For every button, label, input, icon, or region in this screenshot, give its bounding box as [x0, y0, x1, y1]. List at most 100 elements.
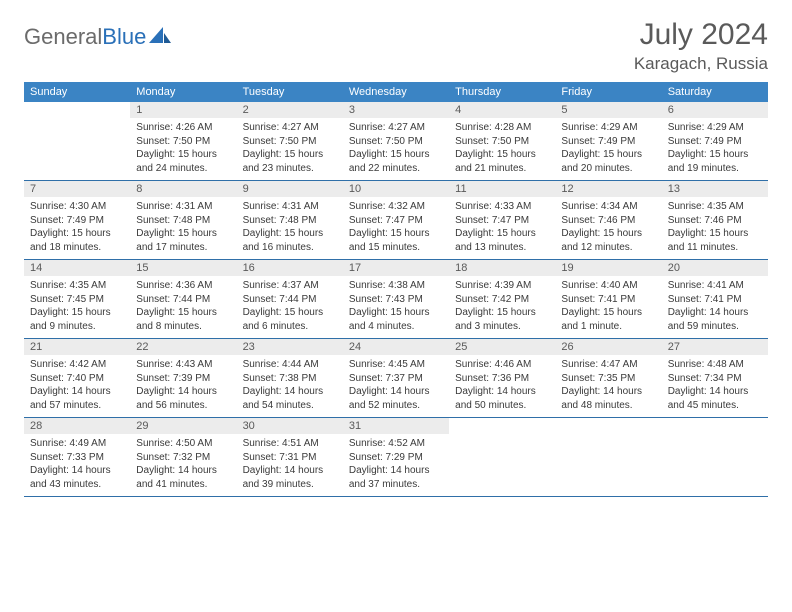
sunrise-line: Sunrise: 4:43 AM: [136, 358, 230, 372]
dow-thursday: Thursday: [449, 82, 555, 102]
day-cell: 15Sunrise: 4:36 AMSunset: 7:44 PMDayligh…: [130, 260, 236, 338]
weeks-container: 1Sunrise: 4:26 AMSunset: 7:50 PMDaylight…: [24, 102, 768, 497]
daylight-line-1: Daylight: 15 hours: [561, 227, 655, 241]
daylight-line-2: and 21 minutes.: [455, 162, 549, 176]
day-cell: [449, 418, 555, 496]
day-body: Sunrise: 4:44 AMSunset: 7:38 PMDaylight:…: [237, 355, 343, 417]
brand-sail-icon: [149, 25, 171, 50]
sunset-line: Sunset: 7:31 PM: [243, 451, 337, 465]
day-body: Sunrise: 4:26 AMSunset: 7:50 PMDaylight:…: [130, 118, 236, 180]
sunset-line: Sunset: 7:45 PM: [30, 293, 124, 307]
day-body: Sunrise: 4:28 AMSunset: 7:50 PMDaylight:…: [449, 118, 555, 180]
daylight-line-1: Daylight: 14 hours: [561, 385, 655, 399]
day-cell: 4Sunrise: 4:28 AMSunset: 7:50 PMDaylight…: [449, 102, 555, 180]
daylight-line-2: and 11 minutes.: [668, 241, 762, 255]
brand-part2: Blue: [102, 24, 146, 49]
header: GeneralBlue July 2024 Karagach, Russia: [24, 18, 768, 74]
sunset-line: Sunset: 7:38 PM: [243, 372, 337, 386]
sunset-line: Sunset: 7:37 PM: [349, 372, 443, 386]
week-row: 21Sunrise: 4:42 AMSunset: 7:40 PMDayligh…: [24, 339, 768, 418]
day-number: 17: [343, 260, 449, 276]
dow-monday: Monday: [130, 82, 236, 102]
daylight-line-2: and 41 minutes.: [136, 478, 230, 492]
daylight-line-1: Daylight: 15 hours: [136, 148, 230, 162]
sunrise-line: Sunrise: 4:34 AM: [561, 200, 655, 214]
dow-saturday: Saturday: [662, 82, 768, 102]
day-cell: 1Sunrise: 4:26 AMSunset: 7:50 PMDaylight…: [130, 102, 236, 180]
day-cell: 10Sunrise: 4:32 AMSunset: 7:47 PMDayligh…: [343, 181, 449, 259]
week-row: 1Sunrise: 4:26 AMSunset: 7:50 PMDaylight…: [24, 102, 768, 181]
dow-sunday: Sunday: [24, 82, 130, 102]
day-cell: [662, 418, 768, 496]
sunrise-line: Sunrise: 4:36 AM: [136, 279, 230, 293]
day-cell: 16Sunrise: 4:37 AMSunset: 7:44 PMDayligh…: [237, 260, 343, 338]
daylight-line-2: and 59 minutes.: [668, 320, 762, 334]
dow-wednesday: Wednesday: [343, 82, 449, 102]
week-row: 28Sunrise: 4:49 AMSunset: 7:33 PMDayligh…: [24, 418, 768, 497]
sunrise-line: Sunrise: 4:32 AM: [349, 200, 443, 214]
daylight-line-2: and 16 minutes.: [243, 241, 337, 255]
day-number: 5: [555, 102, 661, 118]
sunset-line: Sunset: 7:49 PM: [561, 135, 655, 149]
daylight-line-2: and 20 minutes.: [561, 162, 655, 176]
day-cell: 30Sunrise: 4:51 AMSunset: 7:31 PMDayligh…: [237, 418, 343, 496]
daylight-line-2: and 52 minutes.: [349, 399, 443, 413]
daylight-line-2: and 22 minutes.: [349, 162, 443, 176]
daylight-line-1: Daylight: 15 hours: [30, 227, 124, 241]
day-cell: 13Sunrise: 4:35 AMSunset: 7:46 PMDayligh…: [662, 181, 768, 259]
daylight-line-2: and 17 minutes.: [136, 241, 230, 255]
day-cell: 12Sunrise: 4:34 AMSunset: 7:46 PMDayligh…: [555, 181, 661, 259]
daylight-line-1: Daylight: 14 hours: [243, 385, 337, 399]
daylight-line-2: and 56 minutes.: [136, 399, 230, 413]
sunset-line: Sunset: 7:29 PM: [349, 451, 443, 465]
day-cell: 26Sunrise: 4:47 AMSunset: 7:35 PMDayligh…: [555, 339, 661, 417]
day-cell: 19Sunrise: 4:40 AMSunset: 7:41 PMDayligh…: [555, 260, 661, 338]
day-body: Sunrise: 4:45 AMSunset: 7:37 PMDaylight:…: [343, 355, 449, 417]
sunset-line: Sunset: 7:34 PM: [668, 372, 762, 386]
dow-header-row: Sunday Monday Tuesday Wednesday Thursday…: [24, 82, 768, 102]
daylight-line-1: Daylight: 15 hours: [349, 227, 443, 241]
sunrise-line: Sunrise: 4:44 AM: [243, 358, 337, 372]
month-title: July 2024: [634, 18, 768, 52]
day-cell: 7Sunrise: 4:30 AMSunset: 7:49 PMDaylight…: [24, 181, 130, 259]
daylight-line-1: Daylight: 15 hours: [561, 306, 655, 320]
day-body: Sunrise: 4:38 AMSunset: 7:43 PMDaylight:…: [343, 276, 449, 338]
sunrise-line: Sunrise: 4:35 AM: [30, 279, 124, 293]
sunrise-line: Sunrise: 4:50 AM: [136, 437, 230, 451]
day-body: Sunrise: 4:47 AMSunset: 7:35 PMDaylight:…: [555, 355, 661, 417]
sunset-line: Sunset: 7:49 PM: [30, 214, 124, 228]
day-number: 29: [130, 418, 236, 434]
sunrise-line: Sunrise: 4:29 AM: [668, 121, 762, 135]
day-cell: 21Sunrise: 4:42 AMSunset: 7:40 PMDayligh…: [24, 339, 130, 417]
day-cell: [24, 102, 130, 180]
sunrise-line: Sunrise: 4:48 AM: [668, 358, 762, 372]
day-number: 14: [24, 260, 130, 276]
daylight-line-1: Daylight: 15 hours: [136, 306, 230, 320]
sunset-line: Sunset: 7:46 PM: [561, 214, 655, 228]
day-body: Sunrise: 4:31 AMSunset: 7:48 PMDaylight:…: [130, 197, 236, 259]
daylight-line-2: and 3 minutes.: [455, 320, 549, 334]
sunrise-line: Sunrise: 4:26 AM: [136, 121, 230, 135]
day-number: 26: [555, 339, 661, 355]
dow-tuesday: Tuesday: [237, 82, 343, 102]
day-body: Sunrise: 4:42 AMSunset: 7:40 PMDaylight:…: [24, 355, 130, 417]
day-number: 3: [343, 102, 449, 118]
daylight-line-2: and 13 minutes.: [455, 241, 549, 255]
daylight-line-2: and 18 minutes.: [30, 241, 124, 255]
daylight-line-1: Daylight: 15 hours: [243, 306, 337, 320]
daylight-line-2: and 37 minutes.: [349, 478, 443, 492]
day-cell: 17Sunrise: 4:38 AMSunset: 7:43 PMDayligh…: [343, 260, 449, 338]
daylight-line-2: and 1 minute.: [561, 320, 655, 334]
day-number: 22: [130, 339, 236, 355]
day-body: Sunrise: 4:37 AMSunset: 7:44 PMDaylight:…: [237, 276, 343, 338]
daylight-line-2: and 50 minutes.: [455, 399, 549, 413]
day-number: 15: [130, 260, 236, 276]
sunrise-line: Sunrise: 4:30 AM: [30, 200, 124, 214]
daylight-line-1: Daylight: 14 hours: [136, 385, 230, 399]
day-body: Sunrise: 4:41 AMSunset: 7:41 PMDaylight:…: [662, 276, 768, 338]
day-number: 1: [130, 102, 236, 118]
day-body: Sunrise: 4:34 AMSunset: 7:46 PMDaylight:…: [555, 197, 661, 259]
brand-logo: GeneralBlue: [24, 24, 171, 50]
daylight-line-1: Daylight: 15 hours: [136, 227, 230, 241]
day-body: Sunrise: 4:32 AMSunset: 7:47 PMDaylight:…: [343, 197, 449, 259]
